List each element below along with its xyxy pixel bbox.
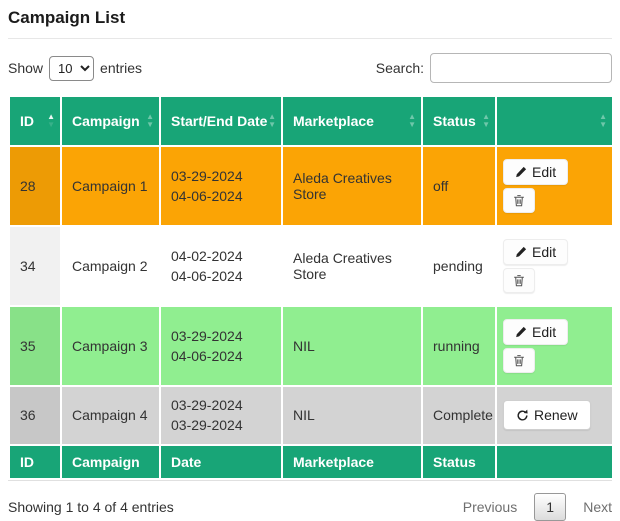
refresh-icon [517, 409, 528, 421]
cell-dates: 04-02-2024 04-06-2024 [159, 225, 283, 307]
search-label: Search: [375, 60, 424, 76]
end-date: 04-06-2024 [171, 348, 243, 364]
sort-both-icon: ▲ ▼ [599, 112, 607, 129]
footer-campaign: Campaign [60, 443, 161, 480]
cell-campaign: Campaign 2 [60, 225, 161, 307]
col-header-actions[interactable]: ▲ ▼ [495, 95, 614, 147]
sort-both-icon: ▲ ▼ [268, 112, 276, 129]
footer-date: Date [159, 443, 283, 480]
cell-dates: 03-29-2024 03-29-2024 [159, 385, 283, 446]
cell-actions: Edit [495, 145, 614, 227]
table-row-campaign-2: 34 Campaign 2 04-02-2024 04-06-2024 Aled… [8, 225, 614, 307]
trash-icon [514, 355, 524, 367]
table-footer-row: ID Campaign Date Marketplace Status [8, 443, 614, 480]
cell-actions: Edit [495, 305, 614, 387]
page-title: Campaign List [8, 8, 126, 27]
footer-id: ID [8, 443, 62, 480]
start-date: 03-29-2024 [171, 167, 243, 184]
previous-button[interactable]: Previous [462, 498, 518, 515]
table-header-row: ID ▲ ▼ Campaign ▲ ▼ Start/End Date ▲ ▼ Mark… [8, 95, 614, 147]
delete-button[interactable] [503, 188, 535, 213]
cell-id: 36 [8, 385, 62, 446]
edit-button[interactable]: Edit [503, 239, 569, 265]
cell-status: pending [421, 225, 497, 307]
cell-campaign: Campaign 3 [60, 305, 161, 387]
start-date: 03-29-2024 [171, 397, 243, 413]
footer-marketplace: Marketplace [281, 443, 423, 480]
pagination: Previous 1 Next [462, 492, 612, 521]
cell-marketplace: Aleda Creatives Store [281, 145, 423, 227]
start-date: 03-29-2024 [171, 327, 243, 344]
sort-asc-icon: ▲ ▼ [47, 112, 55, 129]
table-bottom-border [8, 479, 612, 481]
col-header-status[interactable]: Status ▲ ▼ [421, 95, 497, 147]
cell-status: Complete [421, 385, 497, 446]
table-footer-bar: Showing 1 to 4 of 4 entries Previous 1 N… [8, 481, 612, 521]
sort-both-icon: ▲ ▼ [408, 112, 416, 129]
start-date: 04-02-2024 [171, 247, 243, 264]
sort-both-icon: ▲ ▼ [146, 112, 154, 129]
footer-actions [495, 443, 614, 480]
delete-button[interactable] [503, 348, 535, 373]
campaign-table: ID ▲ ▼ Campaign ▲ ▼ Start/End Date ▲ ▼ Mark… [8, 95, 614, 480]
table-row-campaign-3: 35 Campaign 3 03-29-2024 04-06-2024 NIL … [8, 305, 614, 387]
cell-actions: Renew [495, 385, 614, 446]
cell-id: 35 [8, 305, 62, 387]
page-length-select[interactable]: 10 [49, 55, 95, 81]
cell-id: 28 [8, 145, 62, 227]
delete-button[interactable] [503, 268, 535, 293]
cell-dates: 03-29-2024 04-06-2024 [159, 305, 283, 387]
table-info: Showing 1 to 4 of 4 entries [8, 498, 174, 515]
entries-label: entries [100, 60, 143, 76]
cell-marketplace: Aleda Creatives Store [281, 225, 423, 307]
sort-both-icon: ▲ ▼ [482, 112, 490, 129]
cell-dates: 03-29-2024 04-06-2024 [159, 145, 283, 227]
renew-button[interactable]: Renew [503, 400, 591, 431]
show-entries-control: Show 10 entries [8, 55, 143, 81]
cell-marketplace: NIL [281, 385, 423, 446]
edit-button[interactable]: Edit [503, 159, 569, 185]
table-row-campaign-4: 36 Campaign 4 03-29-2024 03-29-2024 NIL … [8, 385, 614, 446]
cell-campaign: Campaign 1 [60, 145, 161, 227]
col-header-campaign[interactable]: Campaign ▲ ▼ [60, 95, 161, 147]
end-date: 04-06-2024 [171, 188, 243, 204]
search-input[interactable] [430, 53, 612, 83]
table-controls: Show 10 entries Search: [8, 53, 612, 83]
col-header-marketplace[interactable]: Marketplace ▲ ▼ [281, 95, 423, 147]
cell-id: 34 [8, 225, 62, 307]
col-header-id[interactable]: ID ▲ ▼ [8, 95, 62, 147]
footer-status: Status [421, 443, 497, 480]
search-control: Search: [376, 53, 612, 83]
cell-status: off [421, 145, 497, 227]
show-label: Show [8, 60, 44, 76]
title-divider [8, 38, 612, 39]
col-header-start-end-date[interactable]: Start/End Date ▲ ▼ [159, 95, 283, 147]
pencil-icon [516, 166, 527, 178]
cell-actions: Edit [495, 225, 614, 307]
page-1-button[interactable]: 1 [534, 492, 567, 521]
trash-icon [514, 195, 524, 207]
end-date: 03-29-2024 [171, 417, 243, 434]
edit-button[interactable]: Edit [503, 319, 569, 345]
trash-icon [514, 275, 524, 287]
next-button[interactable]: Next [583, 498, 612, 515]
table-row-campaign-1: 28 Campaign 1 03-29-2024 04-06-2024 Aled… [8, 145, 614, 227]
cell-campaign: Campaign 4 [60, 385, 161, 446]
pencil-icon [516, 326, 527, 338]
cell-status: running [421, 305, 497, 387]
end-date: 04-06-2024 [171, 268, 243, 284]
pencil-icon [516, 246, 527, 258]
cell-marketplace: NIL [281, 305, 423, 387]
